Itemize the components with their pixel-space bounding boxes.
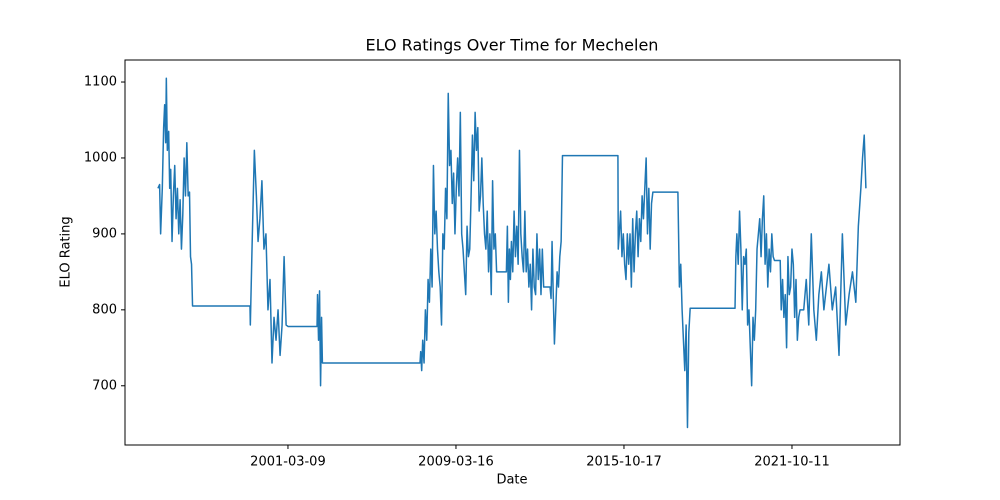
x-tick-label: 2001-03-09: [250, 455, 326, 470]
y-tick-label: 900: [92, 226, 117, 241]
x-tick-label: 2009-03-16: [418, 455, 494, 470]
data-line: [157, 77, 867, 429]
chart-title: ELO Ratings Over Time for Mechelen: [366, 36, 659, 55]
x-tick-label: 2015-10-17: [586, 455, 662, 470]
x-axis-label: Date: [496, 473, 527, 488]
y-tick-label: 1100: [84, 75, 117, 90]
plot-frame: [124, 59, 901, 446]
x-tick-label: 2021-10-11: [754, 455, 830, 470]
y-axis-label: ELO Rating: [59, 216, 74, 287]
y-tick-label: 800: [92, 302, 117, 317]
y-tick-label: 700: [92, 378, 117, 393]
y-tick-label: 1000: [84, 150, 117, 165]
